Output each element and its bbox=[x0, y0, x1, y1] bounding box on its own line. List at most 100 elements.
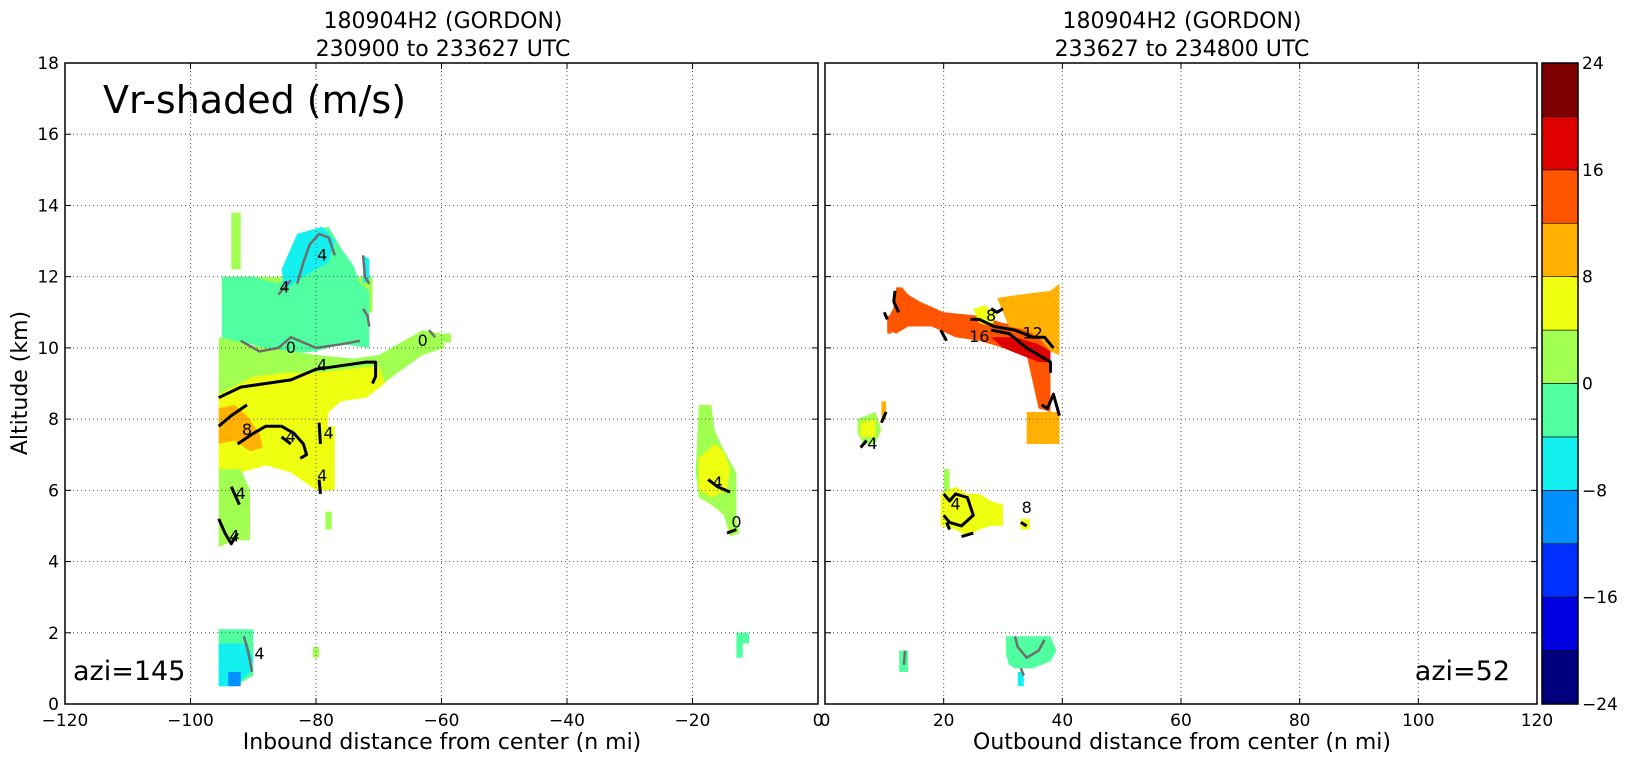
right-contour-line bbox=[1013, 635, 1046, 659]
right-x-tick-label: 120 bbox=[1521, 711, 1553, 731]
left-contour-line bbox=[295, 232, 336, 285]
left-contour-line bbox=[277, 279, 292, 296]
left-contour-label: 4 bbox=[236, 484, 246, 503]
right-contours bbox=[859, 290, 1061, 676]
right-contour-line bbox=[990, 328, 1052, 373]
right-x-ticks: 0 20 40 60 80 100 120 bbox=[820, 63, 1553, 731]
right-contour-line bbox=[1020, 521, 1028, 528]
left-y-tick-label: 14 bbox=[37, 196, 59, 216]
left-x-tick-label: −100 bbox=[167, 711, 214, 731]
left-vr-region bbox=[218, 469, 251, 548]
left-contour-line bbox=[229, 486, 241, 506]
left-contour-line bbox=[217, 403, 248, 428]
left-contour-label: 4 bbox=[713, 473, 723, 492]
right-x-tick-label: 40 bbox=[1052, 711, 1074, 731]
right-gridlines bbox=[825, 62, 1537, 705]
y-axis-label: Altitude (km) bbox=[8, 311, 33, 455]
colorbar-tick-label: 0 bbox=[1582, 375, 1593, 395]
colorbar: 24 16 8 0 −8 −16 −24 bbox=[1541, 54, 1618, 715]
left-contour-line bbox=[317, 422, 322, 445]
colorbar-tick-label: −24 bbox=[1582, 695, 1618, 715]
right-x-tick-label: 20 bbox=[933, 711, 955, 731]
left-contour-line bbox=[280, 435, 292, 446]
colorbar-band bbox=[1541, 62, 1579, 117]
left-contour-label: 0 bbox=[731, 512, 741, 531]
left-x-tick-label: −40 bbox=[549, 711, 585, 731]
left-vr-region bbox=[736, 632, 749, 658]
right-contour-line bbox=[942, 492, 975, 528]
right-contour-label: 8 bbox=[986, 306, 996, 325]
right-contour-line bbox=[1019, 667, 1025, 676]
left-contour-line bbox=[707, 478, 731, 494]
left-contour-line bbox=[362, 308, 371, 327]
right-vr-region bbox=[991, 337, 1051, 363]
colorbar-band bbox=[1541, 116, 1579, 171]
left-panel: 4 4 0 0 4 8 4 4 4 4 4 4 0 4 −120 −100 −80 −60 −40 −20 0 0 2 4… bbox=[8, 54, 823, 755]
left-contour-line bbox=[726, 528, 737, 535]
left-contour-labels: 4 4 0 0 4 8 4 4 4 4 4 4 0 4 bbox=[229, 245, 741, 663]
right-title-line2: 233627 to 234800 UTC bbox=[1055, 37, 1310, 62]
colorbar-band bbox=[1541, 436, 1579, 491]
right-contour-line bbox=[1040, 392, 1061, 417]
left-contour-line bbox=[317, 479, 322, 495]
left-contour-line bbox=[240, 335, 361, 353]
right-x-tick-label: 60 bbox=[1170, 711, 1192, 731]
right-vr-region bbox=[887, 315, 892, 334]
left-vr-region bbox=[281, 226, 335, 291]
right-vr-region bbox=[943, 469, 950, 494]
left-contour-line bbox=[427, 329, 437, 339]
left-vr-region bbox=[228, 672, 241, 687]
right-shaded-field bbox=[857, 283, 1060, 687]
left-contour-label: 0 bbox=[418, 331, 428, 350]
left-y-tick-label: 16 bbox=[37, 125, 59, 145]
colorbar-tick-label: −16 bbox=[1582, 588, 1618, 608]
left-title-line1: 180904H2 (GORDON) bbox=[323, 9, 562, 34]
right-contour-line bbox=[990, 307, 1004, 314]
right-azi-label: azi=52 bbox=[1415, 656, 1510, 687]
colorbar-band bbox=[1541, 650, 1579, 705]
left-contour-line bbox=[236, 424, 309, 460]
colorbar-tick-label: −8 bbox=[1582, 481, 1607, 501]
colorbar-ticks: 24 16 8 0 −8 −16 −24 bbox=[1572, 54, 1618, 715]
right-vr-region bbox=[1026, 412, 1060, 444]
left-y-tick-label: 18 bbox=[37, 54, 59, 74]
left-y-tick-label: 10 bbox=[37, 339, 59, 359]
left-contour-label: 4 bbox=[317, 245, 327, 264]
left-title-line2: 230900 to 233627 UTC bbox=[316, 37, 571, 62]
left-vr-region bbox=[218, 365, 385, 491]
left-contour-line bbox=[242, 635, 254, 673]
left-vr-region bbox=[312, 647, 320, 658]
right-contour-line bbox=[945, 521, 951, 531]
left-vr-region bbox=[221, 226, 370, 355]
left-vr-region bbox=[441, 333, 451, 343]
left-azi-label: azi=145 bbox=[73, 656, 185, 687]
left-contour-label: 4 bbox=[280, 277, 290, 296]
left-contour-line bbox=[218, 360, 378, 400]
right-panel: 8 16 12 4 4 8 0 20 40 60 80 100 120 azi=52 Outbound… bbox=[820, 62, 1553, 755]
right-vr-region bbox=[973, 305, 998, 327]
left-x-tick-label: −80 bbox=[298, 711, 334, 731]
colorbar-band bbox=[1541, 383, 1579, 438]
right-x-axis-label: Outbound distance from center (n mi) bbox=[973, 730, 1391, 755]
right-contour-line bbox=[939, 329, 948, 342]
right-contour-label: 8 bbox=[1022, 498, 1032, 517]
left-x-axis-label: Inbound distance from center (n mi) bbox=[243, 730, 642, 755]
colorbar-band bbox=[1541, 276, 1579, 331]
right-contour-line bbox=[961, 531, 974, 539]
colorbar-band bbox=[1541, 169, 1579, 224]
left-contours bbox=[217, 232, 737, 673]
left-contour-label: 4 bbox=[317, 466, 327, 485]
right-title-line1: 180904H2 (GORDON) bbox=[1062, 9, 1301, 34]
left-y-tick-label: 2 bbox=[48, 624, 59, 644]
left-x-tick-label: −120 bbox=[42, 711, 89, 731]
left-y-tick-label: 8 bbox=[48, 410, 59, 430]
right-vr-region bbox=[1017, 672, 1024, 687]
left-x-ticks: −120 −100 −80 −60 −40 −20 0 bbox=[42, 63, 824, 731]
right-contour-line bbox=[882, 311, 889, 320]
right-contour-label: 4 bbox=[950, 495, 960, 514]
colorbar-tick-label: 16 bbox=[1582, 161, 1604, 181]
left-gridlines bbox=[65, 62, 818, 705]
right-contour-line bbox=[892, 290, 900, 313]
left-x-tick-label: 0 bbox=[813, 711, 824, 731]
